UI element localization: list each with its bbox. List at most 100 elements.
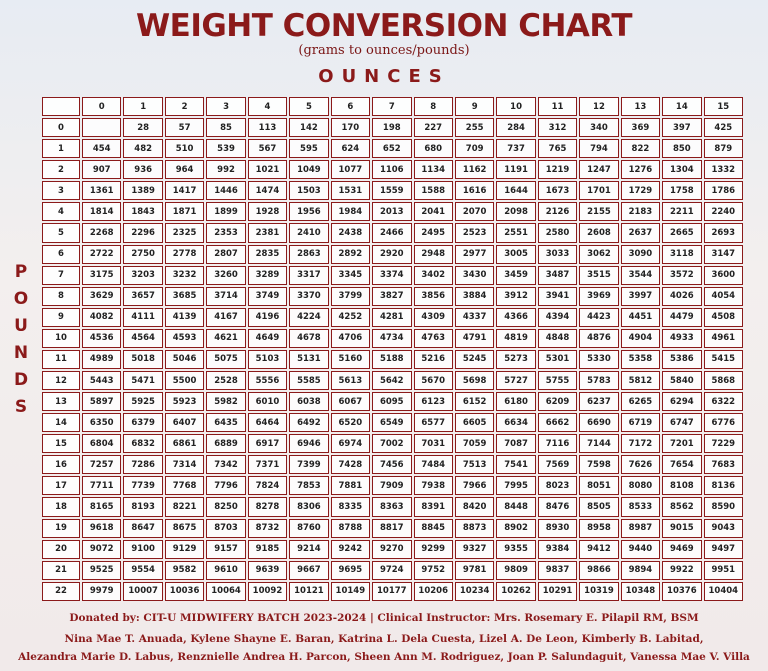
table-row: 3 1361 1389 1417 1446 1474 1503 1531 1559 1588 161… [42, 181, 743, 201]
cell: 9837 [537, 560, 578, 580]
cell: 9525 [82, 560, 122, 580]
column-header: 6 [330, 97, 371, 117]
table-row: 6 2722 2750 2778 2807 2835 2863 2892 2920 2948 297… [42, 244, 743, 264]
cell: 3260 [206, 265, 246, 285]
cell: 6265 [620, 392, 661, 412]
cell: 10121 [289, 581, 329, 601]
cell: 3033 [537, 244, 578, 264]
cell: 6209 [537, 392, 578, 412]
cell: 765 [537, 139, 578, 159]
cell: 2183 [620, 202, 661, 222]
cell: 4196 [247, 307, 288, 327]
row-header: 13 [42, 392, 80, 412]
cell: 1134 [413, 160, 453, 180]
cell: 1474 [247, 181, 288, 201]
cell: 8306 [289, 497, 329, 517]
cell: 4933 [662, 328, 702, 348]
cell: 7881 [330, 476, 371, 496]
cell: 9043 [703, 518, 743, 538]
cell: 4054 [703, 286, 743, 306]
row-header: 21 [42, 560, 80, 580]
row-header: 14 [42, 413, 80, 433]
cell: 1077 [330, 160, 371, 180]
cell: 7172 [620, 434, 661, 454]
cell: 2750 [123, 244, 163, 264]
cell: 3685 [164, 286, 205, 306]
table-row: 7 3175 3203 3232 3260 3289 3317 3345 3374 3402 343… [42, 265, 743, 285]
table-row: 0 28 57 85 113 142 170 198 227 255 284 312 340 369 397… [42, 118, 743, 138]
cell: 9469 [662, 539, 702, 559]
cell: 4593 [164, 328, 205, 348]
names: Nina Mae T. Anuada, Kylene Shayne E. Bar… [64, 633, 704, 645]
cell: 3997 [620, 286, 661, 306]
cell: 1644 [496, 181, 536, 201]
cell: 3827 [372, 286, 412, 306]
cell: 6038 [289, 392, 329, 412]
cell: 7541 [496, 455, 536, 475]
cell: 3884 [454, 286, 495, 306]
cell: 7569 [537, 455, 578, 475]
cell: 7938 [413, 476, 453, 496]
cell: 1162 [454, 160, 495, 180]
cell: 9412 [579, 539, 619, 559]
cell: 3487 [537, 265, 578, 285]
table-row: 9 4082 4111 4139 4167 4196 4224 4252 4281 4309 433… [42, 307, 743, 327]
cell: 7116 [537, 434, 578, 454]
cell: 7739 [123, 476, 163, 496]
cell: 3714 [206, 286, 246, 306]
cell: 7853 [289, 476, 329, 496]
cell: 5386 [662, 349, 702, 370]
cell: 6492 [289, 413, 329, 433]
cell: 4848 [537, 328, 578, 348]
cell: 7995 [496, 476, 536, 496]
cell: 8902 [496, 518, 536, 538]
cell: 510 [164, 139, 205, 159]
corner-cell [42, 97, 80, 117]
cell: 3232 [164, 265, 205, 285]
cell: 595 [289, 139, 329, 159]
cell: 2835 [247, 244, 288, 264]
cell: 10206 [413, 581, 453, 601]
cell: 57 [164, 118, 205, 138]
cell: 6520 [330, 413, 371, 433]
cell: 9072 [82, 539, 122, 559]
cell: 8647 [123, 518, 163, 538]
cell: 4111 [123, 307, 163, 327]
cell: 2126 [537, 202, 578, 222]
cell: 1361 [82, 181, 122, 201]
cell: 8363 [372, 497, 412, 517]
cell: 1899 [206, 202, 246, 222]
cell: 2608 [579, 223, 619, 243]
cell: 10177 [372, 581, 412, 601]
cell: 9185 [247, 539, 288, 559]
cell: 5330 [579, 349, 619, 370]
cell: 6747 [662, 413, 702, 433]
row-header: 0 [42, 118, 80, 138]
column-header: 7 [372, 97, 412, 117]
cell: 8533 [620, 497, 661, 517]
cell: 1673 [537, 181, 578, 201]
cell: 7513 [454, 455, 495, 475]
cell: 680 [413, 139, 453, 159]
table-row: 20 9072 9100 9129 9157 9185 9214 9242 9270 9299 93… [42, 539, 743, 559]
conversion-table: 0 1 2 3 4 5 6 7 8 9 10 11 12 13 14 15 0 28 57 85 113 142 170 19… [40, 95, 745, 603]
cell: 3289 [247, 265, 288, 285]
cell: 2580 [537, 223, 578, 243]
cell: 7314 [164, 455, 205, 475]
cell: 1814 [82, 202, 122, 222]
cell: 7768 [164, 476, 205, 496]
cell: 1276 [620, 160, 661, 180]
cell: 1786 [703, 181, 743, 201]
cell: 4139 [164, 307, 205, 327]
cell: 2665 [662, 223, 702, 243]
row-header: 18 [42, 497, 80, 517]
row-axis-label: POUNDS [11, 262, 31, 424]
cell: 2296 [123, 223, 163, 243]
cell: 5358 [620, 349, 661, 370]
cell: 7683 [703, 455, 743, 475]
cell: 1417 [164, 181, 205, 201]
cell: 6152 [454, 392, 495, 412]
cell: 7059 [454, 434, 495, 454]
cell: 2155 [579, 202, 619, 222]
cell: 5812 [620, 371, 661, 391]
